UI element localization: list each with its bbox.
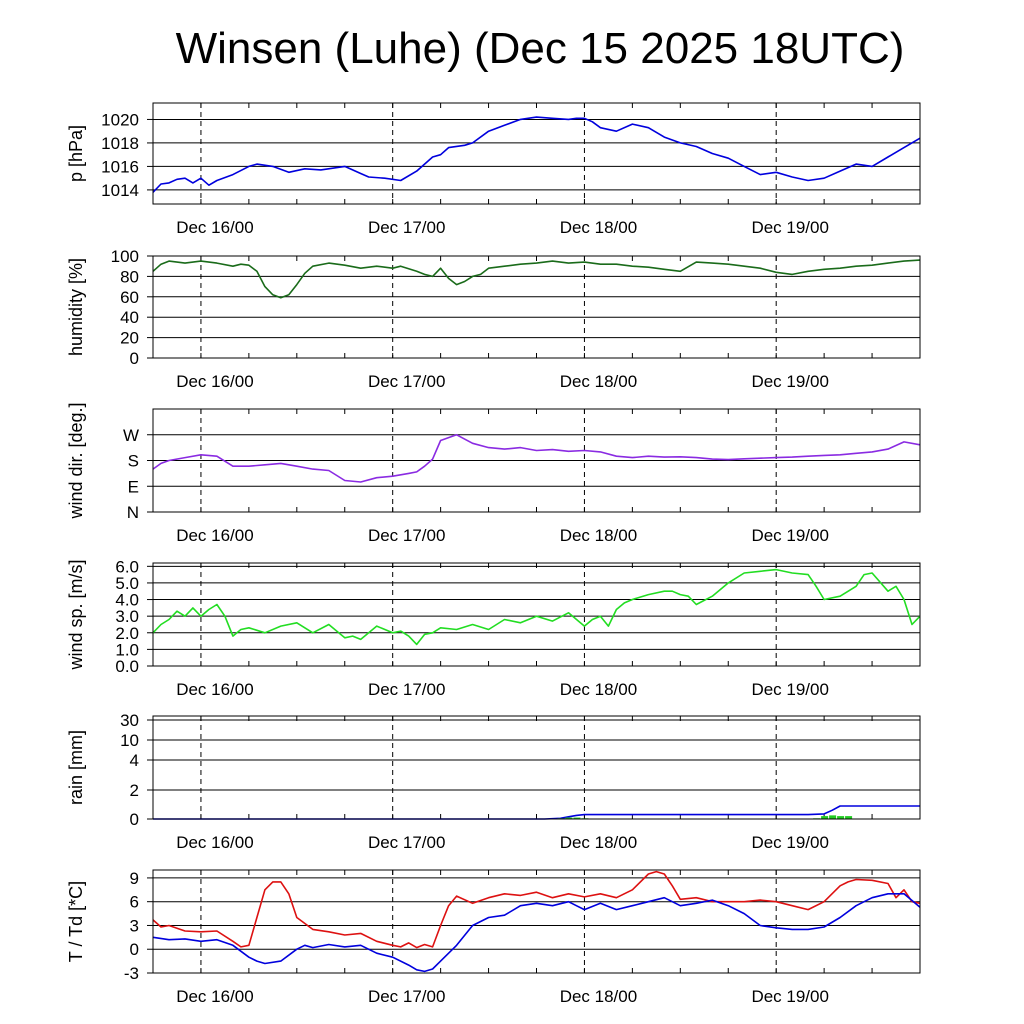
y-tick-label: 9 [130, 869, 139, 888]
y-tick-label: 0 [130, 810, 139, 829]
y-axis-label: rain [mm] [66, 730, 86, 805]
y-tick-label: 100 [111, 247, 139, 266]
x-tick-label: Dec 19/00 [751, 218, 829, 237]
series-line-T [152, 870, 921, 949]
x-tick-label: Dec 19/00 [751, 372, 829, 391]
y-tick-label: 2 [130, 781, 139, 800]
x-tick-label: Dec 19/00 [751, 833, 829, 852]
y-axis-label: humidity [%] [66, 258, 86, 356]
y-tick-label: W [123, 426, 139, 445]
y-tick-label: 0 [130, 349, 139, 368]
y-tick-label: 60 [120, 288, 139, 307]
y-tick-label: 1016 [101, 157, 139, 176]
x-tick-label: Dec 18/00 [560, 987, 638, 1006]
series-line-accumulated-rain [153, 805, 920, 820]
plot-frame [152, 562, 921, 667]
plot-frame [152, 408, 921, 513]
y-tick-label: 20 [120, 329, 139, 348]
rain-bar [565, 817, 573, 819]
chart-title: Winsen (Luhe) (Dec 15 2025 18UTC) [175, 24, 905, 73]
x-tick-label: Dec 17/00 [368, 526, 446, 545]
y-tick-label: 30 [120, 711, 139, 730]
y-tick-label: 0.0 [115, 657, 139, 676]
y-axis-label: wind sp. [m/s] [66, 559, 86, 670]
series-line-pressure [152, 116, 921, 193]
x-tick-label: Dec 16/00 [176, 833, 254, 852]
rain-bar [821, 816, 829, 819]
y-tick-label: S [128, 452, 139, 471]
x-tick-label: Dec 18/00 [560, 833, 638, 852]
x-tick-label: Dec 19/00 [751, 680, 829, 699]
y-tick-label: 1.0 [115, 640, 139, 659]
x-tick-label: Dec 19/00 [751, 987, 829, 1006]
panel-temperature: -3 0 3 6 9 Dec 16/00 Dec 17/00 Dec 18/00 Dec 19/… [66, 869, 921, 1006]
plot-frame [152, 869, 921, 974]
y-tick-label: 40 [120, 308, 139, 327]
x-tick-label: Dec 17/00 [368, 680, 446, 699]
x-tick-label: Dec 18/00 [560, 218, 638, 237]
panel-wind-speed: 0.01.02.03.04.05.06.0 Dec 16/00 Dec 17/00 D… [66, 557, 921, 699]
x-tick-label: Dec 18/00 [560, 680, 638, 699]
y-tick-label: 6 [130, 893, 139, 912]
y-tick-label: 3.0 [115, 607, 139, 626]
series-line-Td [152, 892, 921, 973]
panel-pressure: 1014 1016 1018 1020 Dec 16/00 Dec 17/00 Dec 18… [66, 102, 921, 237]
y-tick-label: 1020 [101, 110, 139, 129]
y-tick-label: 80 [120, 267, 139, 286]
x-tick-label: Dec 17/00 [368, 372, 446, 391]
y-axis-label: p [hPa] [66, 125, 86, 182]
x-tick-label: Dec 18/00 [560, 526, 638, 545]
y-tick-label: 1018 [101, 134, 139, 153]
y-tick-label: 1014 [101, 181, 139, 200]
plot-frame [152, 715, 921, 820]
y-tick-label: 4.0 [115, 591, 139, 610]
series-line-wind-direction [152, 433, 921, 483]
x-tick-label: Dec 16/00 [176, 987, 254, 1006]
y-tick-label: 10 [120, 731, 139, 750]
y-tick-label: 6.0 [115, 557, 139, 576]
x-tick-label: Dec 16/00 [176, 526, 254, 545]
y-tick-label: -3 [124, 964, 139, 983]
x-tick-label: Dec 17/00 [368, 987, 446, 1006]
series-line-wind-speed [152, 568, 921, 646]
y-axis-label: T / Td [*C] [66, 881, 86, 962]
x-tick-label: Dec 16/00 [176, 680, 254, 699]
y-tick-label: 2.0 [115, 624, 139, 643]
plot-frame [152, 255, 921, 359]
y-axis-label: wind dir. [deg.] [66, 402, 86, 519]
y-tick-label: 4 [130, 751, 139, 770]
plot-frame [152, 102, 921, 205]
y-tick-label: N [127, 503, 139, 522]
x-tick-label: Dec 17/00 [368, 218, 446, 237]
y-tick-label: 3 [130, 916, 139, 935]
y-tick-label: 5.0 [115, 574, 139, 593]
y-tick-label: 0 [130, 940, 139, 959]
x-tick-label: Dec 16/00 [176, 372, 254, 391]
rain-bar [829, 815, 837, 819]
x-tick-label: Dec 18/00 [560, 372, 638, 391]
x-tick-label: Dec 19/00 [751, 526, 829, 545]
series-line-relative-humidity [152, 259, 921, 299]
x-tick-label: Dec 17/00 [368, 833, 446, 852]
rain-bar [573, 817, 581, 819]
y-tick-label: E [128, 477, 139, 496]
x-tick-label: Dec 16/00 [176, 218, 254, 237]
rain-bar [837, 816, 845, 819]
rain-bar [845, 816, 853, 819]
